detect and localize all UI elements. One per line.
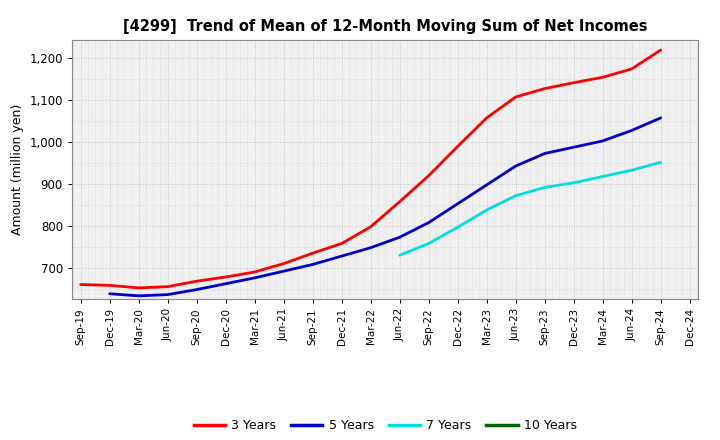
Title: [4299]  Trend of Mean of 12-Month Moving Sum of Net Incomes: [4299] Trend of Mean of 12-Month Moving … [123, 19, 647, 34]
Y-axis label: Amount (million yen): Amount (million yen) [11, 104, 24, 235]
Legend: 3 Years, 5 Years, 7 Years, 10 Years: 3 Years, 5 Years, 7 Years, 10 Years [189, 414, 582, 437]
